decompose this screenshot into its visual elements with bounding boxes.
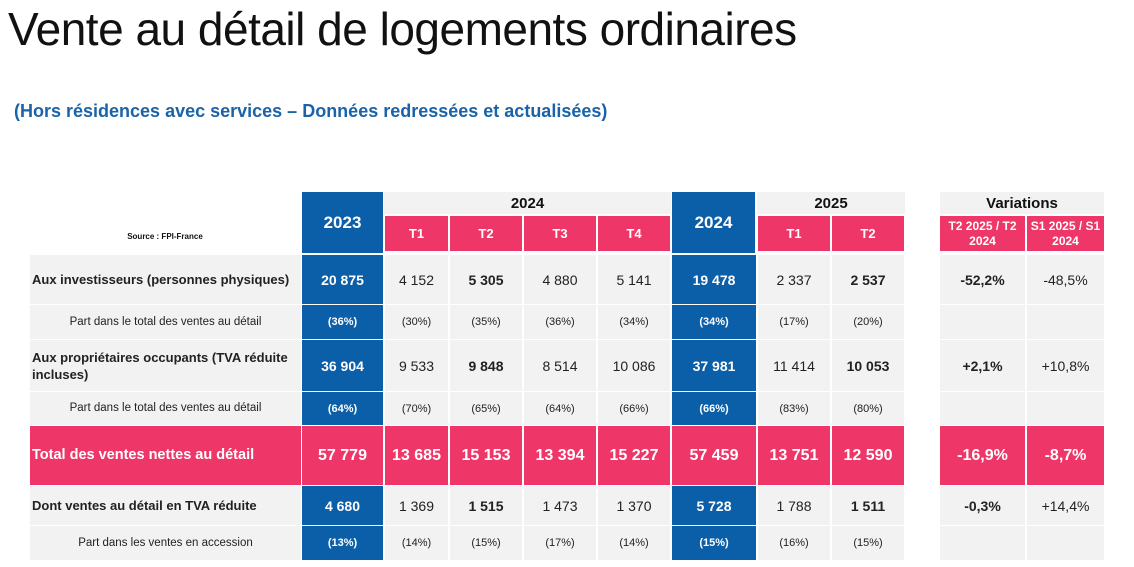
value-2024-t1: (30%) [385,305,448,339]
header-variation-semester: S1 2025 / S1 2024 [1027,216,1104,251]
value-2024: (15%) [672,526,756,560]
value-2025-t1: (83%) [758,392,830,425]
variation-quarterly [940,305,1025,339]
value-2025-t1: (17%) [758,305,830,339]
variation-semester: +14,4% [1027,486,1104,525]
header-quarter-2024-t3: T3 [524,216,596,251]
value-2023: 57 779 [302,426,383,485]
value-2024-t3: (17%) [524,526,596,560]
row-label: Part dans le total des ventes au détail [30,305,301,339]
row-label: Aux propriétaires occupants (TVA réduite… [30,340,301,391]
value-2024-t2: (35%) [450,305,522,339]
value-2024-t1: (14%) [385,526,448,560]
variation-semester [1027,392,1104,425]
value-2024-t2: 5 305 [450,255,522,304]
value-2024-t1: (70%) [385,392,448,425]
page-title: Vente au détail de logements ordinaires [8,3,797,55]
value-2024-t2: 15 153 [450,426,522,485]
variation-semester: -48,5% [1027,255,1104,304]
variation-semester: -8,7% [1027,426,1104,485]
value-2025-t2: 2 537 [832,255,904,304]
value-2024-t3: (64%) [524,392,596,425]
value-2024-t1: 4 152 [385,255,448,304]
value-2025-t2: 1 511 [832,486,904,525]
value-2024: 57 459 [672,426,756,485]
variation-quarterly: -16,9% [940,426,1025,485]
value-2025-t2: (15%) [832,526,904,560]
value-2024-t2: 9 848 [450,340,522,391]
variation-quarterly: +2,1% [940,340,1025,391]
value-2024: 19 478 [672,255,756,304]
header-quarter-2025-t1: T1 [758,216,830,251]
value-2025-t2: (20%) [832,305,904,339]
value-2024-t3: 13 394 [524,426,596,485]
header-variation-quarterly: T2 2025 / T2 2024 [940,216,1025,251]
value-2024: 5 728 [672,486,756,525]
value-2025-t1: (16%) [758,526,830,560]
header-variations: Variations [940,192,1104,214]
value-2024-t1: 1 369 [385,486,448,525]
source-note: Source : FPI-France [127,231,203,241]
value-2023: (36%) [302,305,383,339]
header-quarter-2024-t1: T1 [385,216,448,251]
value-2025-t1: 11 414 [758,340,830,391]
variation-semester: +10,8% [1027,340,1104,391]
row-label: Part dans les ventes en accession [30,526,301,560]
value-2025-t2: 10 053 [832,340,904,391]
value-2023: (13%) [302,526,383,560]
variation-quarterly: -0,3% [940,486,1025,525]
value-2024-t3: 8 514 [524,340,596,391]
header-year-2024: 2024 [672,192,755,253]
value-2024-t2: (15%) [450,526,522,560]
header-year-2023: 2023 [302,192,383,253]
value-2023: 20 875 [302,255,383,304]
value-2024-t3: (36%) [524,305,596,339]
value-2023: 36 904 [302,340,383,391]
variation-semester [1027,526,1104,560]
value-2024-t1: 13 685 [385,426,448,485]
value-2024-t2: 1 515 [450,486,522,525]
value-2024: (34%) [672,305,756,339]
row-label: Part dans le total des ventes au détail [30,392,301,425]
value-2023: (64%) [302,392,383,425]
header-quarter-2025-t2: T2 [832,216,904,251]
value-2024-t4: 5 141 [598,255,670,304]
value-2025-t1: 1 788 [758,486,830,525]
value-2025-t2: 12 590 [832,426,904,485]
value-2024: 37 981 [672,340,756,391]
value-2023: 4 680 [302,486,383,525]
value-2024-t4: (14%) [598,526,670,560]
header-group-2025: 2025 [757,192,905,214]
row-label: Dont ventes au détail en TVA réduite [30,486,301,525]
value-2024-t4: (34%) [598,305,670,339]
value-2024-t4: 10 086 [598,340,670,391]
value-2024-t1: 9 533 [385,340,448,391]
value-2024-t4: 15 227 [598,426,670,485]
header-quarter-2024-t4: T4 [598,216,670,251]
value-2024: (66%) [672,392,756,425]
variation-quarterly: -52,2% [940,255,1025,304]
value-2024-t4: (66%) [598,392,670,425]
value-2025-t1: 13 751 [758,426,830,485]
value-2024-t3: 4 880 [524,255,596,304]
row-label: Aux investisseurs (personnes physiques) [30,255,301,304]
value-2025-t2: (80%) [832,392,904,425]
variation-quarterly [940,392,1025,425]
value-2024-t4: 1 370 [598,486,670,525]
header-quarter-2024-t2: T2 [450,216,522,251]
variation-semester [1027,305,1104,339]
variation-quarterly [940,526,1025,560]
page-subtitle: (Hors résidences avec services – Données… [14,101,608,121]
row-label: Total des ventes nettes au détail [30,426,301,485]
value-2024-t3: 1 473 [524,486,596,525]
header-group-2024: 2024 [384,192,671,214]
value-2024-t2: (65%) [450,392,522,425]
value-2025-t1: 2 337 [758,255,830,304]
